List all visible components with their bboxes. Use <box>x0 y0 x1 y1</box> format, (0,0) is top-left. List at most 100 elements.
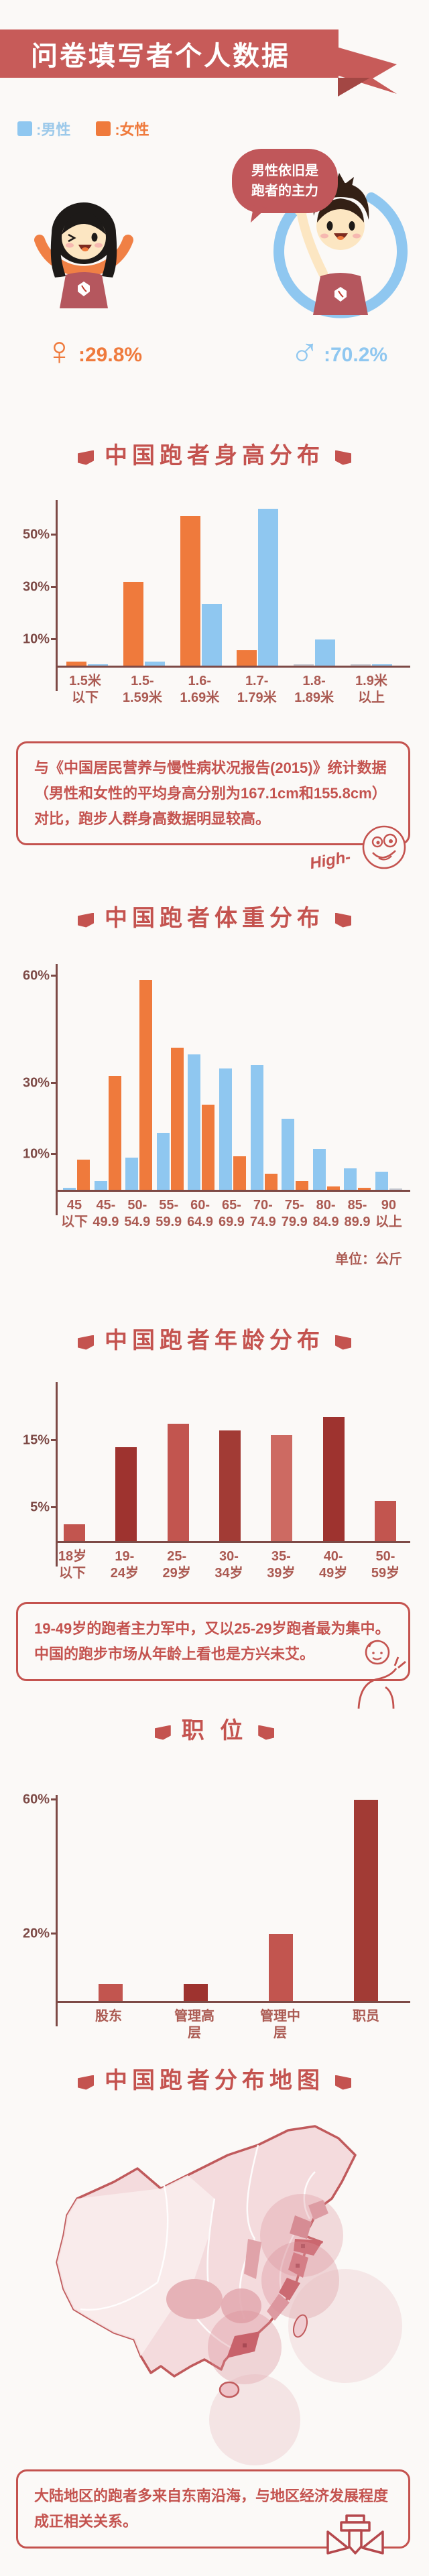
weight-plot-area: 10% 30% 60% <box>23 964 410 1215</box>
female-symbol-icon: ♀ <box>44 328 74 373</box>
x-label: 股东 <box>95 2009 122 2024</box>
section-title-job: 职 位 <box>0 1712 429 1745</box>
bars <box>123 582 165 666</box>
job-distribution-chart: 20% 60% 股东 管理高层 管理中层 职员 <box>19 1792 410 2042</box>
bars <box>180 516 222 666</box>
bar-group <box>293 639 336 666</box>
bar <box>250 1065 263 1190</box>
height-note-box: 与《中国居民营养与慢性病状况报告(2015)》统计数据（男性和女性的平均身高分别… <box>16 741 410 873</box>
bars <box>64 1524 85 1541</box>
x-label: 管理中层 <box>260 2009 300 2040</box>
bars <box>156 1047 184 1190</box>
y-tick <box>51 1506 58 1508</box>
bar-group <box>123 582 166 666</box>
bars <box>375 1172 402 1190</box>
bars <box>115 1447 137 1541</box>
x-label: 1.7- 1.79米 <box>237 674 277 705</box>
bars <box>354 1800 378 2001</box>
bar <box>167 1424 189 1541</box>
bar-group <box>156 1047 185 1190</box>
x-label: 35- 39岁 <box>267 1549 296 1581</box>
age-x-labels: 18岁 以下 19- 24岁 25- 29岁 30- 34岁 35- 39岁 40- 49… <box>56 1548 410 1582</box>
y-tick-label: 30% <box>22 1075 50 1091</box>
height-distribution-chart: 10% 30% 50% 1.5米 以下 1.5- 1.59米 1.6- 1.69米 1.7-… <box>19 500 410 707</box>
y-tick <box>51 637 58 640</box>
y-tick <box>51 1798 58 1800</box>
bar <box>375 1172 388 1190</box>
height-note-text: 与《中国居民营养与慢性病状况报告(2015)》统计数据（男性和女性的平均身高分别… <box>34 759 387 827</box>
bars <box>94 1076 121 1190</box>
y-tick-label: 10% <box>22 1146 50 1162</box>
ribbon-tail-icon <box>336 47 397 97</box>
bars <box>63 1159 90 1190</box>
bar-group <box>370 1501 401 1541</box>
x-label: 60- 64.9 <box>187 1198 214 1229</box>
bar <box>156 1133 170 1190</box>
flag-right-icon <box>335 450 351 465</box>
bars <box>250 1065 278 1190</box>
age-distribution-chart: 5% 15% 18岁 以下 19- 24岁 25- 29岁 30- 34岁 35- 39岁 4… <box>19 1382 410 1582</box>
bar <box>374 1501 396 1541</box>
bar-group <box>170 1984 222 2001</box>
ship-icon <box>326 2514 384 2555</box>
bar-group <box>66 662 109 666</box>
map-note-text: 大陆地区的跑者多来自东南沿海，与地区经济发展程度成正相关关系。 <box>34 2488 389 2530</box>
x-label: 75- 79.9 <box>281 1198 308 1229</box>
bar <box>115 1447 137 1541</box>
x-label: 职员 <box>353 2009 379 2024</box>
bar <box>258 508 279 666</box>
flag-left-icon <box>154 1725 171 1740</box>
x-label: 85- 89.9 <box>344 1198 371 1229</box>
bars <box>350 664 392 666</box>
legend-female-label: :女性 <box>115 121 149 138</box>
flag-right-icon <box>335 1335 351 1350</box>
age-note-text: 19-49岁的跑者主力军中，又以25-29岁跑者最为集中。中国的跑步市场从年龄上… <box>34 1620 390 1662</box>
x-label: 40- 49岁 <box>319 1549 348 1581</box>
male-share-value: :70.2% <box>324 344 388 366</box>
x-label: 19- 24岁 <box>110 1549 139 1581</box>
x-label: 50- 59岁 <box>371 1549 400 1581</box>
bar-group <box>163 1424 194 1541</box>
section-title-height: 中国跑者身高分布 <box>0 437 429 470</box>
bar-group <box>350 664 393 666</box>
bar <box>326 1186 340 1190</box>
flag-right-icon <box>335 912 351 928</box>
bars <box>167 1424 189 1541</box>
bars <box>219 1430 241 1541</box>
bar-group <box>186 1054 216 1190</box>
flag-left-icon <box>78 1335 94 1350</box>
bar <box>77 1159 90 1190</box>
female-share: ♀ :29.8% <box>44 331 142 371</box>
bars <box>188 1054 215 1190</box>
bar-group <box>180 516 223 666</box>
bar <box>108 1076 121 1190</box>
female-color-swatch <box>96 121 111 136</box>
bar <box>94 1180 107 1190</box>
victory-person-icon <box>357 1640 406 1709</box>
bar-group <box>312 1148 341 1190</box>
bars <box>184 1984 208 2001</box>
bar-group <box>249 1065 279 1190</box>
bar-group <box>124 979 154 1190</box>
bars <box>322 1417 345 1541</box>
bar <box>389 1188 402 1190</box>
bar <box>123 582 143 666</box>
height-section-heading: 中国跑者身高分布 <box>105 443 324 469</box>
bar <box>170 1047 184 1190</box>
bars <box>294 639 336 666</box>
china-map-container <box>13 2105 416 2470</box>
bars <box>66 662 108 666</box>
bar <box>322 1417 345 1541</box>
y-tick <box>51 1933 58 1935</box>
y-tick-label: 50% <box>22 527 50 542</box>
bar-group <box>93 1076 123 1190</box>
bar <box>237 650 257 666</box>
bar <box>315 639 336 666</box>
bar <box>269 1934 293 2001</box>
bar <box>354 1800 378 2001</box>
bars <box>374 1501 396 1541</box>
bars <box>125 979 153 1190</box>
flag-left-icon <box>78 450 94 465</box>
flag-left-icon <box>78 2075 94 2090</box>
y-tick-label: 60% <box>22 968 50 983</box>
